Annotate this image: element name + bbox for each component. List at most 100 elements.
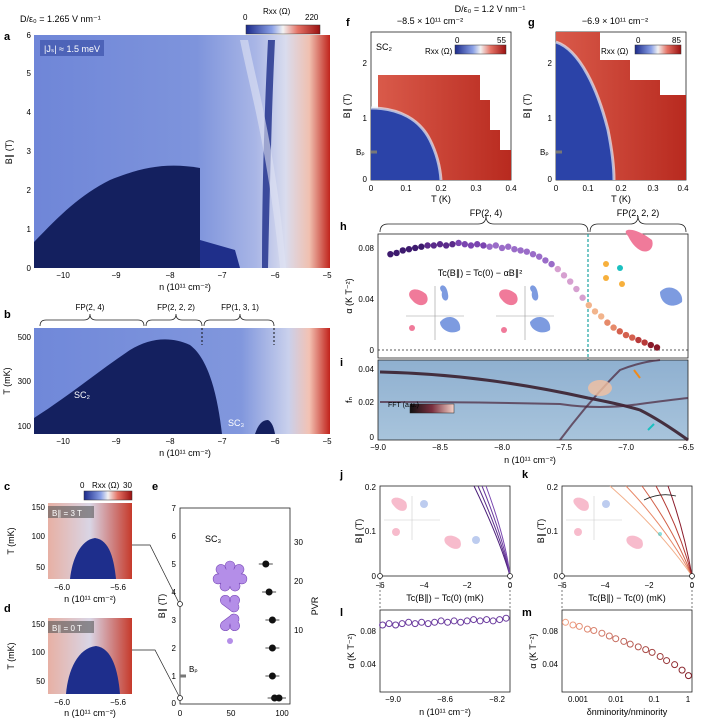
data-point [398, 620, 406, 628]
data-point [268, 616, 276, 624]
y-tick: 5 [27, 69, 32, 78]
connector-line [561, 578, 693, 608]
field-box [48, 506, 94, 518]
x-tick: 0.2 [615, 184, 627, 193]
data-point [275, 694, 283, 702]
data-point [591, 308, 599, 315]
fermi-surface-icon [440, 285, 449, 301]
x-tick: 0.4 [677, 184, 689, 193]
x-tick: −9 [111, 271, 121, 280]
fermi-surface-icon [625, 229, 653, 252]
brace-label: FP(2, 2, 2) [617, 208, 660, 218]
field-label: B∥ = 0 T [52, 624, 82, 633]
data-point [470, 616, 478, 624]
data-point [455, 239, 462, 247]
data-point [641, 339, 648, 346]
fermi-pocket-icon [603, 261, 609, 267]
x-tick: 0.2 [435, 184, 447, 193]
x-tick: −8.0 [494, 443, 510, 452]
sc3-pocket [255, 420, 275, 434]
y-tick: 0 [548, 175, 553, 184]
y-axis-label: α (K T⁻²) [344, 278, 354, 313]
fermi-pocket-icon [420, 500, 428, 508]
data-point [622, 331, 630, 339]
panel-letter: d [4, 603, 11, 615]
fermi-surface-icon [444, 535, 461, 549]
connector-line [379, 578, 511, 608]
sc3-label: SC₃ [205, 534, 222, 544]
sc2-dome [34, 339, 222, 434]
data-point [412, 244, 419, 252]
y-axis-label: B∥ (T) [342, 94, 352, 119]
x-axis-label: n (10¹¹ cm⁻²) [159, 448, 211, 458]
x-ticks: −9.0 −8.5 −8.0 −7.5 −7.0 −6.5 [370, 443, 694, 452]
x-tick: −7 [217, 437, 227, 446]
x-tick: 0 [554, 184, 559, 193]
y2-tick: 20 [294, 577, 303, 586]
panel-letter: h [340, 221, 347, 233]
fermi-surface-icon [409, 289, 428, 306]
x-axis-label: δnminority/nminority [587, 707, 668, 717]
fft-map [377, 359, 689, 441]
data-points [379, 614, 510, 629]
connector-line [132, 649, 181, 699]
y-tick: 0 [370, 433, 375, 442]
data-point [486, 243, 493, 250]
x-tick: −8 [165, 271, 175, 280]
fermi-pocket-icon [619, 281, 625, 287]
x-tick: −9.0 [370, 443, 386, 452]
y-tick: 0 [363, 175, 368, 184]
data-point [579, 294, 586, 301]
colorbar-min: 0 [80, 481, 85, 490]
arrow-icon [633, 369, 641, 379]
data-point [612, 635, 620, 643]
colorbar-label: Rxx (Ω) [425, 47, 453, 56]
y-ticks: 0.04 0.08 [360, 627, 376, 669]
x-tick: −9 [111, 437, 121, 446]
x-tick: 0 [369, 184, 374, 193]
data-point [393, 249, 400, 257]
end-marker [377, 573, 383, 579]
x-ticks: −6 −4 −2 0 [557, 581, 694, 590]
end-marker [507, 573, 513, 579]
data-point [476, 617, 484, 625]
x-axis-label: Tc(B∥) − Tc(0) (mK) [588, 593, 666, 603]
brace-fp222 [145, 313, 203, 327]
x-tick: −6.5 [678, 443, 694, 452]
data-point [467, 242, 475, 249]
colorbar [245, 24, 321, 35]
panel-letter: j [339, 469, 343, 481]
fermi-surface-icon [440, 316, 461, 333]
panel-f: f −8.5 × 10¹¹ cm⁻² SC₂ 0 55 Rxx (Ω) Bₚ 0… [342, 16, 517, 204]
x-axis-label: T (K) [431, 194, 451, 204]
y2-tick: 30 [294, 538, 303, 547]
data-points [387, 239, 661, 351]
data-point [436, 241, 444, 248]
x-tick: −5 [322, 437, 332, 446]
brace-fp24 [39, 313, 145, 327]
x-tick: −5.6 [110, 583, 126, 592]
y-tick: 0.04 [542, 660, 558, 669]
data-point [634, 643, 642, 651]
data-point [387, 250, 394, 258]
x-tick: 0.1 [648, 695, 660, 704]
y-ticks: 0 1 2 [363, 59, 368, 184]
data-point [463, 617, 471, 625]
axes-icon [566, 496, 622, 540]
panel-letter: l [340, 607, 343, 619]
y-axis-label: T (mK) [6, 527, 16, 554]
x-tick: 0.1 [400, 184, 412, 193]
x-tick: −8.5 [432, 443, 448, 452]
phase-boundary [555, 40, 616, 181]
data-point [575, 622, 583, 630]
data-point [457, 618, 465, 626]
data-point [548, 260, 555, 268]
data-point [523, 248, 530, 255]
data-point [405, 618, 413, 626]
y-ticks: 0 1 2 [548, 59, 553, 184]
data-point [480, 242, 487, 249]
data-point [517, 247, 524, 254]
y-tick: 3 [27, 147, 32, 156]
data-point [605, 632, 613, 640]
y-ticks: 50 100 150 [32, 620, 46, 686]
